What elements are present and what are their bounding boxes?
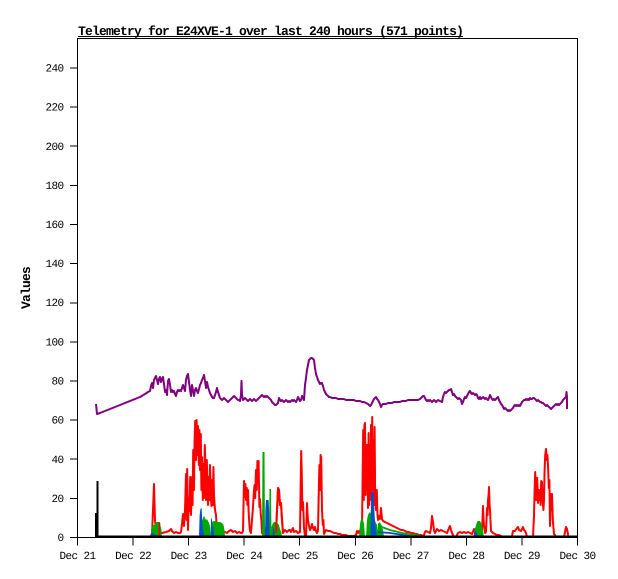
svg-text:220: 220 (45, 103, 63, 115)
svg-text:Values: Values (19, 266, 34, 309)
svg-text:200: 200 (45, 142, 63, 154)
svg-text:20: 20 (51, 494, 63, 506)
svg-text:Dec 28: Dec 28 (448, 551, 484, 563)
svg-text:140: 140 (45, 259, 63, 271)
svg-text:120: 120 (45, 298, 63, 310)
svg-text:60: 60 (51, 416, 63, 428)
svg-text:Dec 22: Dec 22 (115, 551, 151, 563)
svg-text:180: 180 (45, 181, 63, 193)
svg-text:Dec 24: Dec 24 (226, 551, 263, 563)
svg-text:Dec 26: Dec 26 (337, 551, 373, 563)
svg-text:Dec 23: Dec 23 (171, 551, 207, 563)
svg-text:40: 40 (51, 455, 63, 467)
svg-text:240: 240 (45, 64, 63, 76)
svg-text:Dec 27: Dec 27 (393, 551, 429, 563)
svg-text:100: 100 (45, 337, 63, 349)
svg-text:0: 0 (57, 533, 63, 545)
svg-text:Dec 30: Dec 30 (559, 551, 595, 563)
svg-text:Dec 21: Dec 21 (59, 551, 96, 563)
svg-text:160: 160 (45, 220, 63, 232)
svg-text:Dec 25: Dec 25 (282, 551, 318, 563)
svg-text:Telemetry for E24XVE-1 over la: Telemetry for E24XVE-1 over last 240 hou… (78, 24, 463, 39)
svg-text:80: 80 (51, 377, 63, 389)
svg-text:Dec 29: Dec 29 (504, 551, 540, 563)
